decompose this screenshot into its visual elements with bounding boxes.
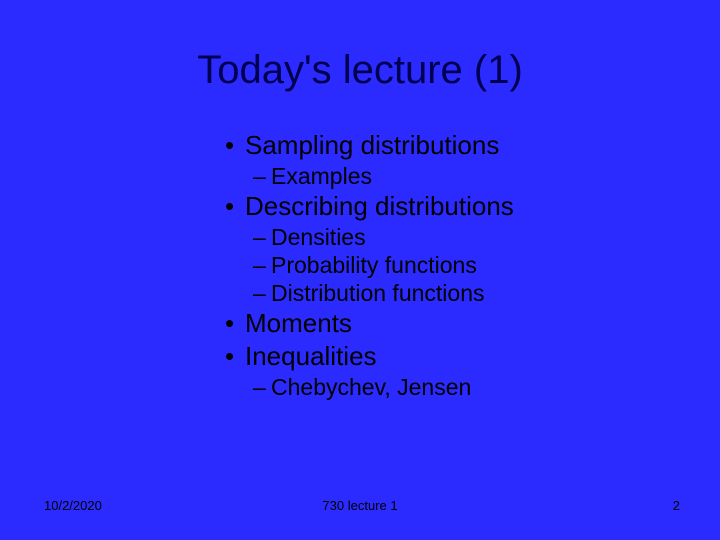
bullet-marker: – xyxy=(253,280,271,307)
bullet-level1: •Describing distributions xyxy=(225,191,514,222)
bullet-marker: • xyxy=(225,308,245,339)
bullet-text: Describing distributions xyxy=(245,191,514,222)
slide-title: Today's lecture (1) xyxy=(0,0,720,93)
bullet-level1: •Moments xyxy=(225,308,514,339)
bullet-marker: – xyxy=(253,163,271,190)
bullet-level2: –Probability functions xyxy=(253,252,514,279)
bullet-level2: –Examples xyxy=(253,163,514,190)
slide: Today's lecture (1) •Sampling distributi… xyxy=(0,0,720,540)
bullet-text: Moments xyxy=(245,308,352,339)
bullet-marker: • xyxy=(225,191,245,222)
footer-center: 730 lecture 1 xyxy=(0,498,720,513)
bullet-text: Densities xyxy=(271,224,366,251)
bullet-text: Sampling distributions xyxy=(245,130,499,161)
bullet-level2: –Chebychev, Jensen xyxy=(253,374,514,401)
bullet-text: Inequalities xyxy=(245,341,377,372)
bullet-marker: • xyxy=(225,341,245,372)
bullet-text: Chebychev, Jensen xyxy=(271,374,471,401)
bullet-text: Distribution functions xyxy=(271,280,485,307)
bullet-level2: –Densities xyxy=(253,224,514,251)
bullet-level2: –Distribution functions xyxy=(253,280,514,307)
bullet-marker: – xyxy=(253,374,271,401)
bullet-marker: • xyxy=(225,130,245,161)
slide-content: •Sampling distributions–Examples•Describ… xyxy=(225,130,514,402)
slide-footer: 10/2/2020 730 lecture 1 2 xyxy=(0,498,720,518)
bullet-text: Probability functions xyxy=(271,252,477,279)
footer-page: 2 xyxy=(673,498,680,513)
bullet-marker: – xyxy=(253,252,271,279)
bullet-level1: •Inequalities xyxy=(225,341,514,372)
bullet-level1: •Sampling distributions xyxy=(225,130,514,161)
bullet-marker: – xyxy=(253,224,271,251)
bullet-text: Examples xyxy=(271,163,372,190)
